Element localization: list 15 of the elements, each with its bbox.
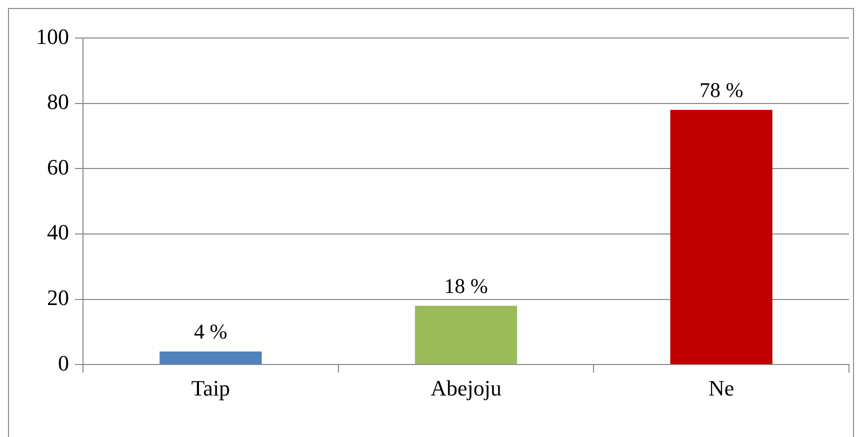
y-tick-label: 60 xyxy=(47,154,69,180)
y-tick-label: 40 xyxy=(47,220,69,245)
bar xyxy=(670,110,772,364)
x-tick-label: Ne xyxy=(708,376,734,401)
y-tick-label: 80 xyxy=(47,89,69,114)
data-label: 18 % xyxy=(444,274,488,298)
bar xyxy=(414,306,518,364)
bar xyxy=(160,352,262,364)
data-label: 4 % xyxy=(194,320,228,344)
x-tick-label: Abejoju xyxy=(430,376,502,401)
y-tick-label: 20 xyxy=(47,285,69,310)
y-tick-label: 100 xyxy=(36,24,69,49)
x-tick-label: Taip xyxy=(191,376,230,401)
data-label: 78 % xyxy=(699,78,744,102)
y-tick-label: 0 xyxy=(58,350,69,376)
